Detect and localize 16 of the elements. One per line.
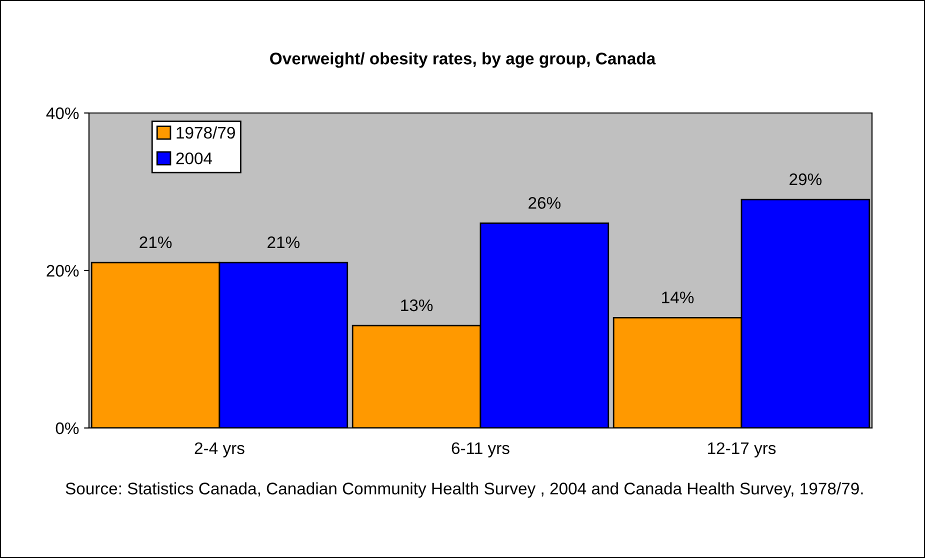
data-label: 14% (662, 292, 694, 304)
data-label: 13% (401, 299, 433, 312)
y-tick-label: 20% (46, 264, 79, 277)
x-tick-label: 6-11 yrs (452, 442, 510, 458)
x-tick-label: 12-17 yrs (708, 442, 776, 458)
data-label: 26% (528, 197, 561, 209)
data-label: 21% (268, 236, 300, 248)
chart-title: Overweight/ obesity rates, by age group, Canada (270, 52, 656, 68)
y-tick-label: 40% (46, 107, 79, 120)
source-note: Source: Statistics Canada, Canadian Community Health Survey , 2004 and Canada Health Survey, 1978/79. (66, 482, 863, 498)
data-label: 21% (140, 236, 172, 248)
y-tick-label: 0% (56, 422, 79, 434)
data-label: 29% (790, 173, 822, 186)
x-tick-label: 2-4 yrs (194, 442, 244, 458)
legend-label: 2004 (176, 152, 212, 164)
legend-label: 1978/79 (176, 126, 235, 139)
